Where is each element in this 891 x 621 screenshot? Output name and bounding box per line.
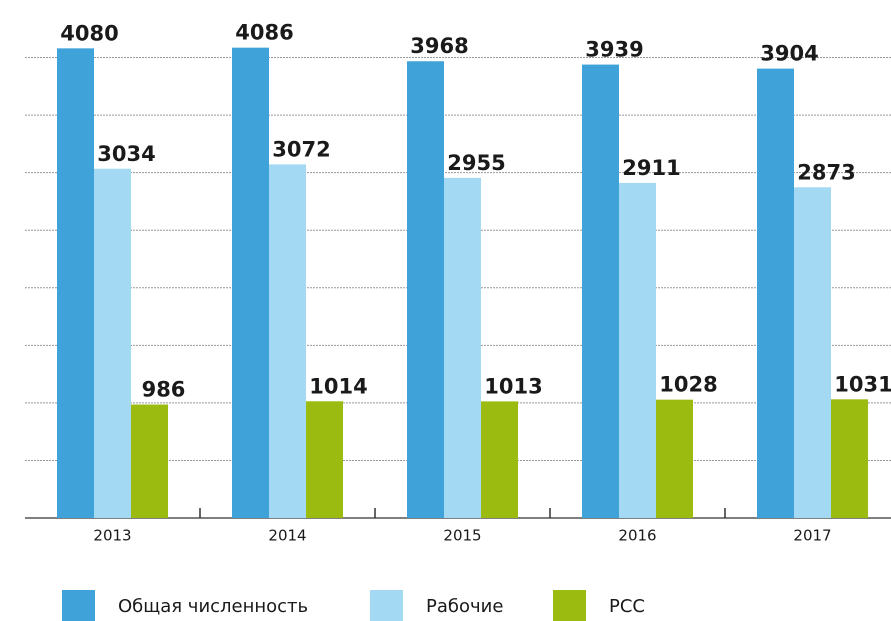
value-label: 1013: [484, 374, 542, 398]
bar: [131, 404, 168, 518]
legend-swatch: [553, 590, 586, 621]
x-tick-label: 2015: [443, 527, 481, 545]
value-label: 1028: [659, 373, 717, 397]
bar: [94, 168, 131, 519]
bar: [757, 68, 794, 518]
x-tick-label: 2016: [618, 527, 656, 545]
bar: [269, 164, 306, 518]
value-label: 3968: [410, 34, 468, 58]
value-label: 1031: [834, 372, 891, 396]
bar: [831, 399, 868, 518]
bar: [57, 48, 94, 518]
legend-swatch: [62, 590, 95, 621]
value-label: 1014: [309, 374, 367, 398]
bar: [407, 61, 444, 519]
legend-swatch: [370, 590, 403, 621]
value-label: 986: [142, 378, 186, 402]
bar: [582, 64, 619, 518]
bar: [306, 401, 343, 518]
value-label: 3939: [585, 38, 643, 62]
legend-label: Общая численность: [118, 596, 308, 617]
value-label: 3904: [760, 42, 818, 66]
value-label: 2873: [797, 160, 855, 184]
bar: [619, 182, 656, 518]
value-label: 3072: [272, 137, 330, 161]
x-tick-label: 2013: [93, 527, 131, 545]
bar: [232, 47, 269, 518]
value-label: 3034: [97, 142, 155, 166]
bar: [656, 399, 693, 518]
bar: [481, 401, 518, 518]
value-label: 2955: [447, 151, 505, 175]
x-tick-label: 2017: [793, 527, 831, 545]
value-label: 4086: [235, 21, 293, 45]
legend-label: РСС: [609, 596, 645, 617]
legend-label: Рабочие: [426, 596, 503, 617]
bar: [794, 187, 831, 519]
value-label: 4080: [60, 21, 118, 45]
x-tick-label: 2014: [268, 527, 306, 545]
bar: [444, 177, 481, 518]
value-label: 2911: [622, 156, 680, 180]
